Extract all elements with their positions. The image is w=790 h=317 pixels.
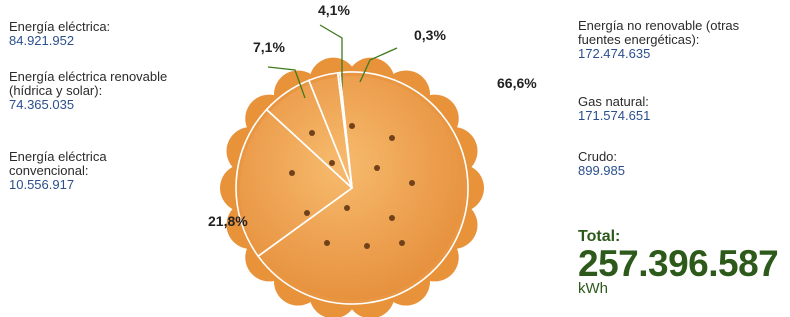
slice-label: 7,1% xyxy=(253,39,285,55)
chart: 66,6% 21,8% 7,1% 4,1% 0,3% xyxy=(0,0,790,317)
slice-label: 4,1% xyxy=(318,2,350,18)
slice-label: 21,8% xyxy=(208,213,248,229)
page: Energía eléctrica: 84.921.952 Energía el… xyxy=(0,0,790,317)
slice-label: 0,3% xyxy=(414,27,446,43)
slice-label: 66,6% xyxy=(497,75,537,91)
